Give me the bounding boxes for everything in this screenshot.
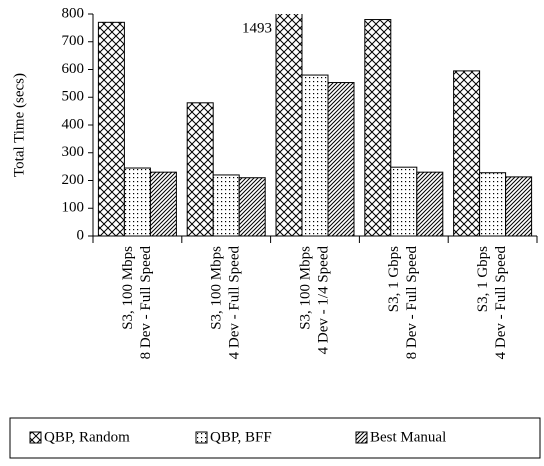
bars: [97, 14, 533, 236]
bar: [186, 102, 214, 236]
legend-label: Best Manual: [370, 429, 446, 445]
y-tick-label: 300: [62, 144, 85, 160]
x-tick-label: S3, 100 Mbps: [297, 246, 313, 330]
legend-swatch: [195, 431, 208, 444]
y-tick-label: 800: [62, 5, 85, 21]
bar: [212, 174, 240, 236]
y-tick-label: 0: [77, 227, 85, 243]
bar: [149, 171, 177, 236]
bar: [364, 19, 392, 236]
y-tick-label: 400: [62, 116, 85, 132]
y-axis-label: Total Time (secs): [11, 73, 27, 177]
bar: [390, 166, 418, 236]
data-label: 1493: [242, 20, 272, 36]
legend: [9, 417, 541, 459]
bar: [275, 14, 303, 236]
y-tick-label: 600: [62, 61, 85, 77]
y-tick-label: 200: [62, 172, 85, 188]
bar: [479, 172, 507, 236]
y-tick-label: 700: [62, 33, 85, 49]
x-tick-label: S3, 100 Mbps: [120, 246, 136, 330]
bar: [327, 82, 355, 236]
x-tick-label: 8 Dev - Full Speed: [138, 246, 154, 360]
x-tick-label: S3, 1 Gbps: [386, 246, 402, 312]
legend-label: QBP, Random: [44, 429, 130, 445]
bar: [97, 21, 125, 236]
x-tick-label: S3, 1 Gbps: [475, 246, 491, 312]
x-tick-label: 8 Dev - Full Speed: [404, 246, 420, 360]
x-tick-label: 4 Dev - Full Speed: [227, 246, 243, 360]
bar: [301, 74, 329, 236]
y-tick-label: 500: [62, 89, 85, 105]
y-tick-label: 100: [62, 200, 85, 216]
legend-label: QBP, BFF: [210, 429, 272, 445]
x-tick-label: 4 Dev - 1/4 Speed: [315, 246, 331, 355]
x-tick-label: 4 Dev - Full Speed: [493, 246, 509, 360]
bar: [416, 171, 444, 236]
legend-swatch: [29, 431, 42, 444]
bar: [505, 176, 533, 236]
bar: [123, 167, 151, 236]
bar: [453, 70, 481, 236]
bar: [238, 177, 266, 236]
legend-swatch: [355, 431, 368, 444]
x-tick-label: S3, 100 Mbps: [209, 246, 225, 330]
